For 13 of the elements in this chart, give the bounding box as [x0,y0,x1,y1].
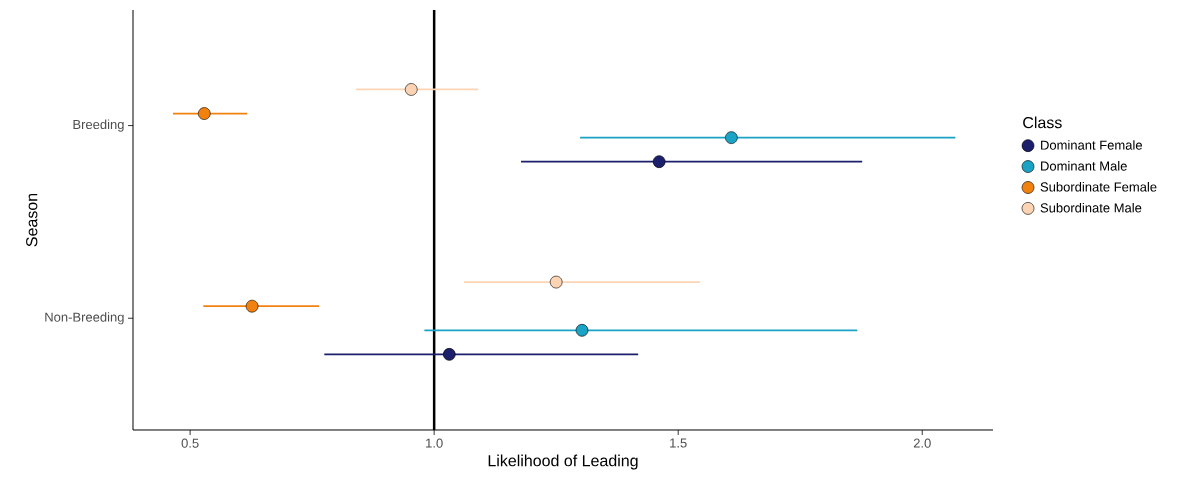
x-tick-label: 1.0 [426,438,443,448]
legend-label: Subordinate Male [1040,202,1142,213]
y-tick-label: Breeding [73,119,124,132]
y-axis-title: Season [26,193,38,247]
legend-label: Subordinate Female [1040,182,1157,192]
legend-label: Dominant Male [1041,161,1127,171]
legend-title: Class [1023,116,1062,129]
y-tick-label: Non-Breeding [45,312,124,325]
x-axis-title: Likelihood of Leading [488,454,638,470]
x-tick-label: 0.5 [181,438,199,448]
legend-label: Dominant Female [1041,140,1142,150]
x-tick-label: 1.5 [670,438,687,448]
x-tick-label: 2.0 [913,438,931,448]
